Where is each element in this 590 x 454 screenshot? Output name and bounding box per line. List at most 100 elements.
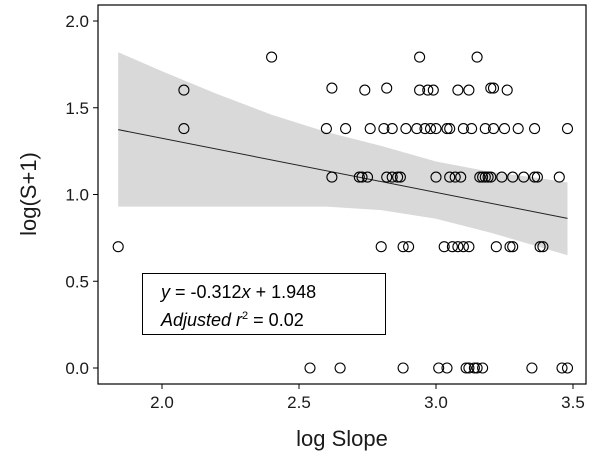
data-point [444,123,456,135]
data-point [531,171,543,183]
data-point [381,171,393,183]
data-point [452,84,464,96]
confidence-band-layer [118,52,568,256]
r-squared-value: = 0.02 [248,310,304,330]
data-point [266,51,278,63]
data-point [501,84,513,96]
regression-line [118,129,568,219]
data-point [490,241,502,253]
data-point [561,123,574,135]
data-point [518,171,530,183]
data-point [534,241,546,253]
data-point [474,171,486,183]
data-point [526,362,538,374]
data-point [375,241,387,253]
x-tick-label: 3.0 [424,393,448,412]
data-point [353,171,365,183]
data-point [441,123,453,135]
data-point [386,171,398,183]
data-point [471,51,483,63]
data-point [452,241,464,253]
data-point [553,171,565,183]
x-tick-label: 3.5 [561,393,585,412]
data-point [381,82,393,94]
equation-slope: = -0.312 [170,282,242,302]
data-point [414,84,426,96]
data-point [487,123,500,135]
data-point [468,362,480,374]
data-point [512,123,524,135]
fit-line-layer [118,129,568,219]
data-point [422,84,434,96]
data-point [457,123,469,135]
r-squared-label: Adjusted r [161,310,243,330]
data-point [178,84,190,96]
data-point [444,171,456,183]
data-point [394,171,406,183]
data-point [477,362,489,374]
data-point [326,171,338,183]
data-point [397,362,409,374]
data-point [430,123,442,135]
x-tick-label: 2.5 [287,393,311,412]
data-point [364,123,376,135]
data-point [326,82,338,94]
data-point [178,123,190,135]
data-point [482,171,494,183]
data-point [419,123,431,135]
y-tick-label: 2.0 [65,12,89,31]
y-tick-label: 0.0 [65,359,89,378]
y-ticks-layer: 0.0 0.5 1.0 1.5 2.0 [65,12,98,378]
data-point [378,123,390,135]
x-tick-label: 2.0 [150,393,174,412]
data-point [455,171,467,183]
data-point [485,82,497,94]
data-point [438,241,450,253]
equation-x-var: x [241,282,251,302]
data-point [359,84,371,96]
data-point [507,241,519,253]
data-point [397,241,409,253]
data-point [463,84,475,96]
data-point [320,123,332,135]
data-point [449,171,461,183]
data-point [340,123,352,135]
data-point [400,123,412,135]
data-point [446,241,458,253]
data-point [463,362,475,374]
data-point [556,362,568,374]
data-point [537,241,549,253]
data-point [498,123,511,135]
data-point [403,241,415,253]
data-point [507,171,519,183]
data-point [460,362,472,374]
data-point [529,171,541,183]
regression-equation-box: y = -0.312x + 1.948 Adjusted r2 = 0.02 [142,273,386,335]
data-point [430,171,442,183]
data-point [471,362,483,374]
data-point [496,171,508,183]
equation-intercept: + 1.948 [250,282,317,302]
data-point [433,362,445,374]
data-point [504,241,516,253]
x-ticks-layer: 2.0 2.5 3.0 3.5 [150,384,585,412]
r-squared-line: Adjusted r2 = 0.02 [161,304,375,332]
data-point [463,241,475,253]
data-point [485,171,497,183]
data-point [386,123,398,135]
data-point [457,241,469,253]
data-point [414,51,426,63]
y-tick-label: 0.5 [65,272,89,291]
y-tick-label: 1.0 [65,186,89,205]
data-point [441,362,453,374]
data-point [356,171,368,183]
data-point [334,362,346,374]
r-squared-exponent: 2 [242,310,249,322]
data-point [479,171,491,183]
data-point [479,123,491,135]
data-point [411,123,423,135]
data-point [466,123,478,135]
equation-line: y = -0.312x + 1.948 [161,280,375,304]
y-tick-label: 1.5 [65,99,89,118]
data-point [529,123,541,135]
